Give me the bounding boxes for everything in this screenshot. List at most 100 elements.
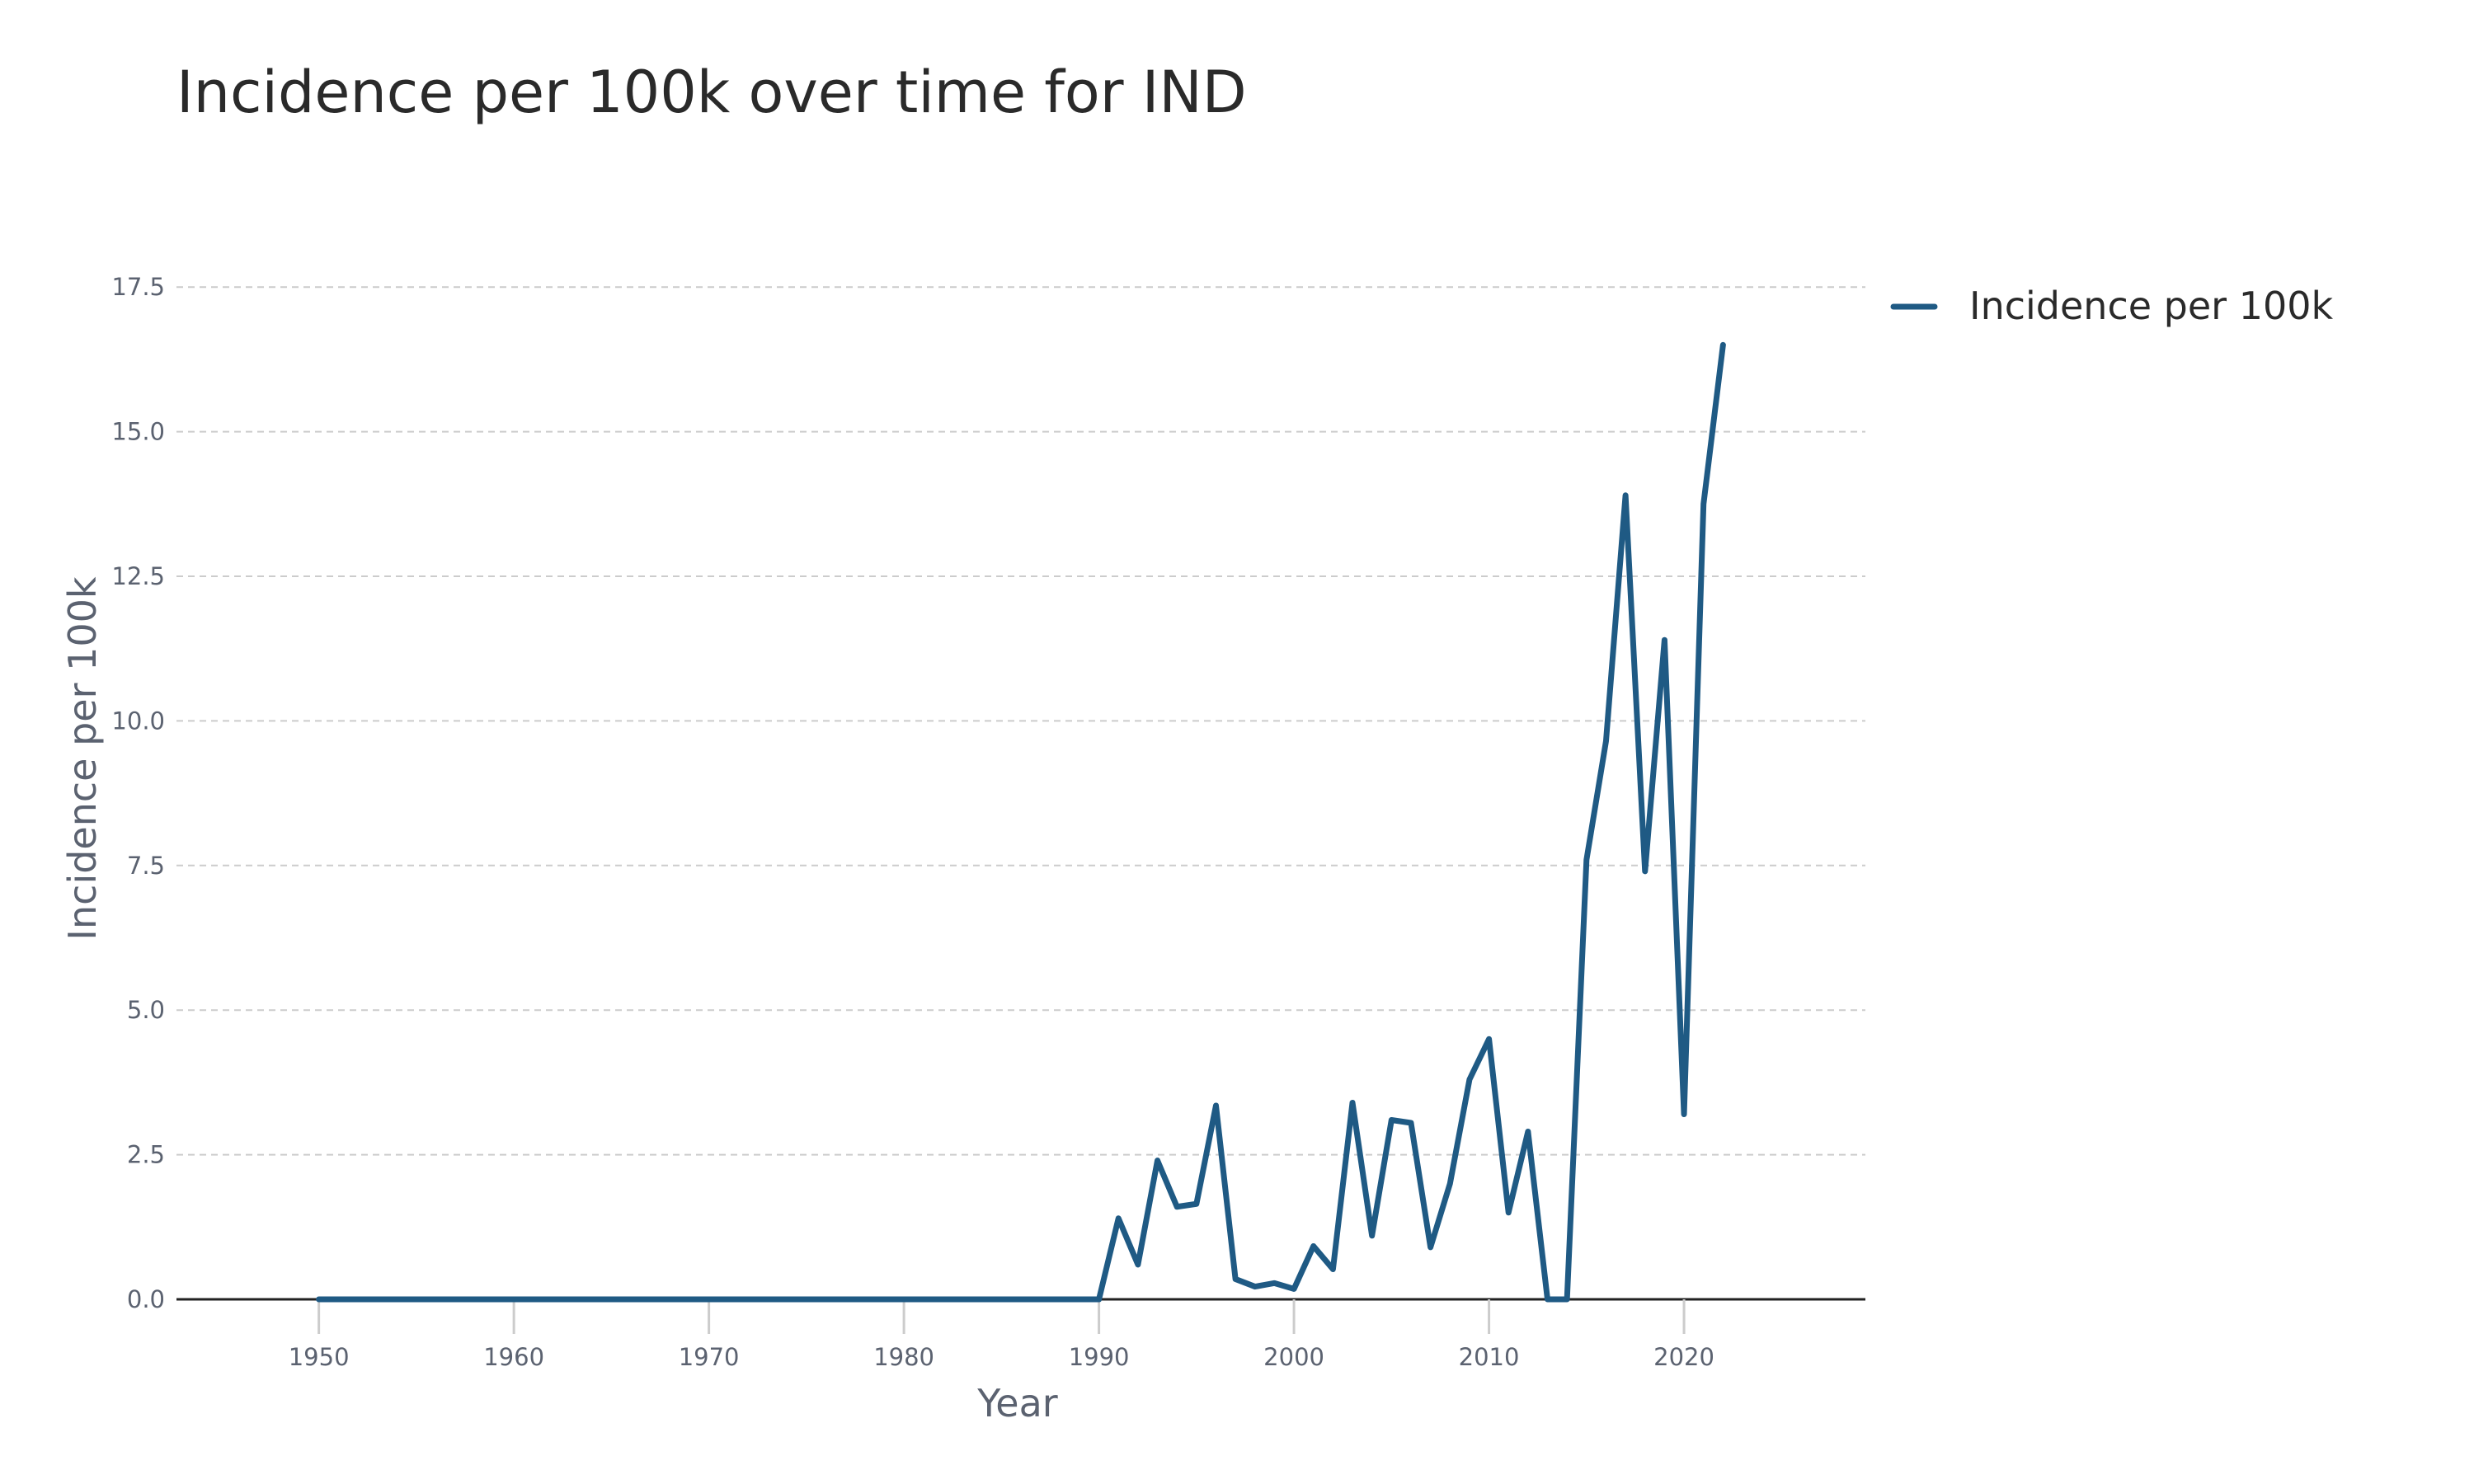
data-point[interactable] bbox=[1408, 1120, 1413, 1126]
data-point[interactable] bbox=[433, 1297, 439, 1303]
x-tick-label: 1970 bbox=[679, 1343, 740, 1371]
y-tick-label: 7.5 bbox=[127, 852, 165, 880]
data-point[interactable] bbox=[1427, 1244, 1433, 1250]
data-point[interactable] bbox=[1506, 1209, 1512, 1215]
data-point[interactable] bbox=[1389, 1117, 1395, 1123]
data-point[interactable] bbox=[374, 1297, 380, 1303]
data-point[interactable] bbox=[530, 1297, 536, 1303]
y-axis-title: Incidence per 100k bbox=[60, 576, 105, 940]
data-point[interactable] bbox=[394, 1297, 400, 1303]
data-point[interactable] bbox=[316, 1297, 322, 1303]
data-point[interactable] bbox=[1642, 868, 1648, 874]
y-tick-label: 15.0 bbox=[111, 418, 165, 446]
data-point[interactable] bbox=[1310, 1243, 1316, 1249]
data-point[interactable] bbox=[960, 1297, 966, 1303]
data-point[interactable] bbox=[609, 1297, 614, 1303]
y-axis-ticks: 0.0 2.5 5.0 7.5 10.0 12.5 15.0 17.5 bbox=[111, 273, 165, 1313]
legend[interactable]: Incidence per 100k bbox=[1890, 284, 2333, 328]
data-point[interactable] bbox=[1213, 1102, 1219, 1108]
x-tick-label: 1950 bbox=[289, 1343, 350, 1371]
data-point[interactable] bbox=[472, 1297, 477, 1303]
data-point[interactable] bbox=[1116, 1215, 1122, 1221]
data-point[interactable] bbox=[1037, 1297, 1043, 1303]
data-point[interactable] bbox=[1525, 1129, 1531, 1134]
data-point[interactable] bbox=[453, 1297, 459, 1303]
x-tick-label: 1980 bbox=[873, 1343, 934, 1371]
data-point[interactable] bbox=[726, 1297, 731, 1303]
data-point[interactable] bbox=[843, 1297, 849, 1303]
data-point[interactable] bbox=[667, 1297, 673, 1303]
y-tick-label: 10.0 bbox=[111, 707, 165, 735]
data-point[interactable] bbox=[1583, 857, 1589, 862]
data-point[interactable] bbox=[862, 1297, 868, 1303]
data-point[interactable] bbox=[823, 1297, 829, 1303]
data-point[interactable] bbox=[745, 1297, 750, 1303]
data-point[interactable] bbox=[336, 1297, 341, 1303]
x-tick-label: 2000 bbox=[1263, 1343, 1324, 1371]
data-point[interactable] bbox=[1720, 342, 1726, 348]
data-point[interactable] bbox=[1603, 738, 1609, 744]
data-point[interactable] bbox=[628, 1297, 634, 1303]
y-tick-label: 2.5 bbox=[127, 1141, 165, 1169]
data-point[interactable] bbox=[1545, 1297, 1550, 1303]
data-point[interactable] bbox=[706, 1297, 712, 1303]
data-point[interactable] bbox=[1466, 1077, 1472, 1082]
data-point[interactable] bbox=[1057, 1297, 1063, 1303]
data-point[interactable] bbox=[1662, 637, 1667, 643]
data-point[interactable] bbox=[1155, 1158, 1160, 1163]
x-tick-label: 1960 bbox=[483, 1343, 544, 1371]
data-point[interactable] bbox=[1330, 1266, 1336, 1272]
data-point[interactable] bbox=[784, 1297, 790, 1303]
data-point[interactable] bbox=[1564, 1297, 1570, 1303]
data-point[interactable] bbox=[355, 1297, 360, 1303]
gridlines bbox=[176, 286, 1865, 1301]
y-tick-label: 17.5 bbox=[111, 273, 165, 301]
data-point[interactable] bbox=[1076, 1297, 1082, 1303]
data-point[interactable] bbox=[1018, 1297, 1024, 1303]
data-point[interactable] bbox=[999, 1297, 1004, 1303]
data-point[interactable] bbox=[647, 1297, 653, 1303]
x-tick-label: 1990 bbox=[1069, 1343, 1130, 1371]
data-point[interactable] bbox=[1447, 1181, 1453, 1186]
x-tick-label: 2020 bbox=[1653, 1343, 1714, 1371]
y-tick-label: 5.0 bbox=[127, 996, 165, 1024]
data-point[interactable] bbox=[1700, 501, 1706, 507]
data-point[interactable] bbox=[803, 1297, 809, 1303]
data-point[interactable] bbox=[1623, 492, 1629, 498]
data-point[interactable] bbox=[1369, 1233, 1375, 1238]
data-point[interactable] bbox=[1272, 1280, 1277, 1286]
data-point[interactable] bbox=[1135, 1261, 1141, 1267]
data-point[interactable] bbox=[1252, 1284, 1258, 1289]
data-point[interactable] bbox=[1681, 1111, 1687, 1117]
data-point[interactable] bbox=[1350, 1100, 1356, 1106]
data-point[interactable] bbox=[940, 1297, 946, 1303]
data-point[interactable] bbox=[686, 1297, 692, 1303]
y-tick-label: 12.5 bbox=[111, 562, 165, 590]
data-point[interactable] bbox=[570, 1297, 576, 1303]
series-lines bbox=[316, 341, 1726, 1303]
data-point[interactable] bbox=[901, 1297, 907, 1303]
x-tick-label: 2010 bbox=[1459, 1343, 1520, 1371]
data-point[interactable] bbox=[1291, 1286, 1297, 1292]
data-point[interactable] bbox=[492, 1297, 497, 1303]
data-point[interactable] bbox=[550, 1297, 556, 1303]
data-point[interactable] bbox=[764, 1297, 770, 1303]
x-axis-ticks: 1950 1960 1970 1980 1990 2000 2010 2020 bbox=[289, 1299, 1714, 1371]
legend-label: Incidence per 100k bbox=[1969, 284, 2333, 328]
data-point[interactable] bbox=[1486, 1036, 1492, 1042]
data-point[interactable] bbox=[511, 1297, 517, 1303]
data-point[interactable] bbox=[589, 1297, 595, 1303]
data-point[interactable] bbox=[1193, 1201, 1199, 1207]
data-point[interactable] bbox=[882, 1297, 887, 1303]
data-point[interactable] bbox=[413, 1297, 419, 1303]
data-point[interactable] bbox=[979, 1297, 985, 1303]
series-line[interactable] bbox=[316, 341, 1726, 1303]
data-point[interactable] bbox=[1233, 1276, 1239, 1282]
data-point[interactable] bbox=[1096, 1297, 1102, 1303]
x-axis-title: Year bbox=[976, 1381, 1057, 1425]
data-point[interactable] bbox=[1174, 1204, 1180, 1209]
data-point[interactable] bbox=[920, 1297, 926, 1303]
y-tick-label: 0.0 bbox=[127, 1285, 165, 1313]
